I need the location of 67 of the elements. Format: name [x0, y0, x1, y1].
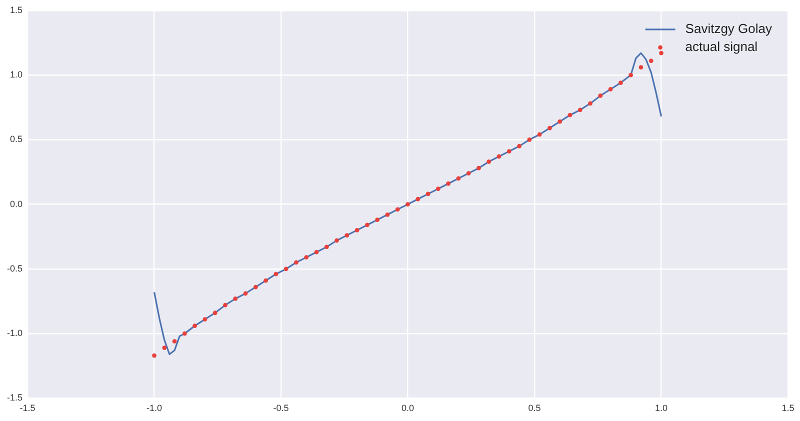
point [436, 186, 440, 191]
point [568, 112, 572, 118]
y-tick-label: -1.5 [6, 392, 23, 403]
point [659, 50, 664, 56]
point [608, 87, 613, 92]
point [558, 119, 562, 124]
point [354, 228, 360, 232]
y-tick-label: 1.0 [10, 70, 23, 80]
x-tick-label: 0.0 [401, 403, 414, 414]
point [334, 238, 339, 243]
point [152, 353, 156, 358]
point [486, 159, 492, 164]
point [638, 65, 644, 70]
point [375, 218, 380, 222]
point [548, 126, 552, 130]
point [395, 207, 400, 212]
y-tick-label: 0.0 [10, 198, 23, 209]
point [324, 244, 329, 250]
point [284, 266, 288, 272]
point [578, 108, 582, 112]
point [243, 291, 248, 296]
point [364, 222, 370, 228]
x-tick-label: -1.5 [20, 403, 36, 414]
x-tick-label: -0.5 [273, 403, 289, 414]
point [314, 250, 319, 254]
point [527, 137, 532, 142]
x-tick-label: 1.0 [654, 403, 668, 414]
point [182, 331, 187, 336]
point [406, 202, 410, 206]
point [648, 58, 654, 64]
point [233, 296, 238, 301]
point [517, 144, 522, 148]
x-tick-label: -1.0 [146, 403, 162, 414]
point [476, 166, 481, 170]
point [294, 260, 298, 265]
point [506, 149, 512, 154]
point [223, 302, 228, 308]
x-tick-label: 0.5 [528, 403, 541, 414]
point [344, 233, 350, 238]
y-tick-label: -0.5 [6, 263, 23, 274]
point [385, 212, 390, 217]
point [628, 72, 634, 78]
point [274, 272, 278, 276]
legend-label: Savitzgy Golay [685, 20, 772, 36]
legend-label: actual signal [685, 38, 758, 54]
point [446, 181, 451, 186]
point [253, 284, 258, 290]
y-tick-label: 1.5 [10, 4, 23, 15]
point [618, 80, 623, 85]
y-tick-label: -1.0 [6, 328, 23, 338]
point [202, 317, 208, 322]
point [304, 255, 309, 260]
point [537, 132, 542, 137]
point [162, 346, 167, 350]
point [212, 310, 218, 316]
point [496, 154, 502, 159]
point [598, 94, 603, 98]
point [172, 339, 177, 344]
point [264, 278, 268, 283]
point [456, 176, 461, 181]
point [588, 101, 592, 106]
point [416, 196, 420, 202]
point [426, 192, 430, 196]
y-tick-label: 0.5 [10, 134, 23, 144]
x-tick-label: 1.5 [782, 403, 794, 414]
point [466, 171, 471, 176]
point [192, 324, 198, 328]
